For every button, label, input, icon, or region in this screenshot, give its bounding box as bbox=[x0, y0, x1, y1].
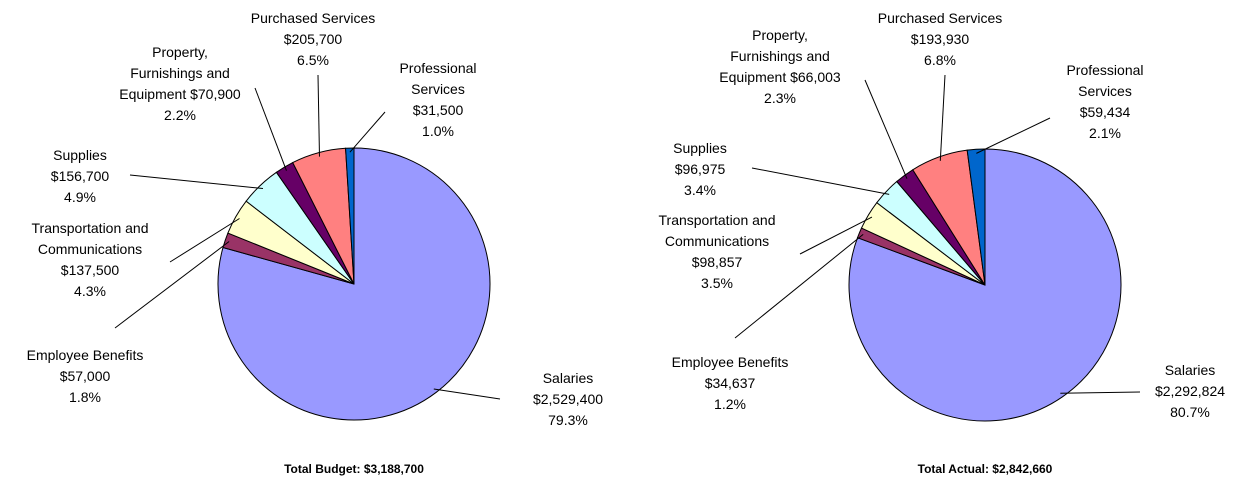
slice-label: Employee Benefits $57,000 1.8% bbox=[5, 345, 165, 408]
percent-label: 80.7% bbox=[1170, 404, 1210, 420]
slice-label: Transportation and Communications $137,50… bbox=[3, 218, 178, 302]
value-label: $137,500 bbox=[60, 262, 120, 278]
category-label: Purchased Services bbox=[250, 10, 376, 26]
percent-label: 6.8% bbox=[924, 52, 956, 68]
value-label: $98,857 bbox=[691, 254, 743, 270]
percent-label: 1.2% bbox=[714, 396, 746, 412]
value-label: $193,930 bbox=[910, 31, 970, 47]
value-label: $59,434 bbox=[1079, 104, 1131, 120]
chart-title: Total Budget: $3,188,700 bbox=[284, 462, 424, 476]
category-label: Salaries bbox=[1164, 362, 1216, 378]
category-label: Property, Furnishings and Equipment bbox=[119, 44, 230, 102]
leader-line bbox=[317, 74, 320, 157]
slice-label: Salaries $2,529,400 79.3% bbox=[508, 368, 628, 431]
value-label: $70,900 bbox=[190, 86, 241, 102]
percent-label: 2.1% bbox=[1089, 125, 1121, 141]
percent-label: 2.3% bbox=[764, 90, 796, 106]
leader-line bbox=[254, 87, 287, 171]
leader-line bbox=[939, 74, 946, 161]
leader-line bbox=[1060, 391, 1141, 394]
value-label: $31,500 bbox=[412, 102, 464, 118]
leader-line bbox=[751, 167, 890, 195]
value-label: $205,700 bbox=[283, 31, 343, 47]
category-label: Supplies bbox=[53, 147, 107, 163]
leader-line bbox=[169, 218, 240, 263]
slice-label: Professional Services $31,500 1.0% bbox=[383, 58, 493, 142]
leader-line bbox=[864, 79, 908, 179]
value-label: $2,529,400 bbox=[532, 391, 604, 407]
percent-label: 1.8% bbox=[69, 389, 101, 405]
category-label: Professional Services bbox=[399, 60, 477, 97]
percent-label: 4.3% bbox=[74, 283, 106, 299]
percent-label: 3.4% bbox=[684, 182, 716, 198]
percent-label: 79.3% bbox=[548, 412, 588, 428]
value-label: $57,000 bbox=[59, 368, 111, 384]
percent-label: 2.2% bbox=[164, 107, 196, 123]
percent-label: 4.9% bbox=[64, 189, 96, 205]
slice-label: Property, Furnishings and Equipment $66,… bbox=[716, 25, 844, 109]
leader-line bbox=[799, 216, 873, 255]
slice-label: Supplies $156,700 4.9% bbox=[30, 145, 130, 208]
slice-label: Supplies $96,975 3.4% bbox=[650, 138, 750, 201]
slice-label: Employee Benefits $34,637 1.2% bbox=[645, 352, 815, 415]
category-label: Transportation and Communications bbox=[31, 220, 149, 257]
value-label: $96,975 bbox=[674, 161, 726, 177]
category-label: Employee Benefits bbox=[671, 354, 789, 370]
category-label: Purchased Services bbox=[877, 10, 1003, 26]
category-label: Transportation and Communications bbox=[658, 212, 776, 249]
slice-label: Professional Services $59,434 2.1% bbox=[1050, 60, 1160, 144]
chart-title: Total Actual: $2,842,660 bbox=[917, 462, 1053, 476]
leader-line bbox=[976, 117, 1051, 154]
leader-line bbox=[734, 233, 864, 339]
slice-label: Purchased Services $205,700 6.5% bbox=[233, 8, 393, 71]
percent-label: 3.5% bbox=[701, 275, 733, 291]
slice-label: Purchased Services $193,930 6.8% bbox=[860, 8, 1020, 71]
category-label: Supplies bbox=[673, 140, 727, 156]
leader-line bbox=[433, 388, 501, 400]
value-label: $156,700 bbox=[50, 168, 110, 184]
slice-label: Property, Furnishings and Equipment $70,… bbox=[116, 42, 244, 126]
leader-line bbox=[129, 174, 264, 190]
value-label: $66,003 bbox=[790, 69, 841, 85]
leader-line bbox=[349, 111, 386, 153]
category-label: Salaries bbox=[542, 370, 594, 386]
category-label: Professional Services bbox=[1066, 62, 1144, 99]
percent-label: 6.5% bbox=[297, 52, 329, 68]
category-label: Employee Benefits bbox=[26, 347, 144, 363]
leader-line bbox=[114, 241, 230, 329]
value-label: $2,292,824 bbox=[1154, 383, 1226, 399]
slice-label: Transportation and Communications $98,857… bbox=[630, 210, 805, 294]
slice-label: Salaries $2,292,824 80.7% bbox=[1140, 360, 1240, 423]
category-label: Property, Furnishings and Equipment bbox=[719, 27, 830, 85]
percent-label: 1.0% bbox=[422, 123, 454, 139]
value-label: $34,637 bbox=[704, 375, 756, 391]
